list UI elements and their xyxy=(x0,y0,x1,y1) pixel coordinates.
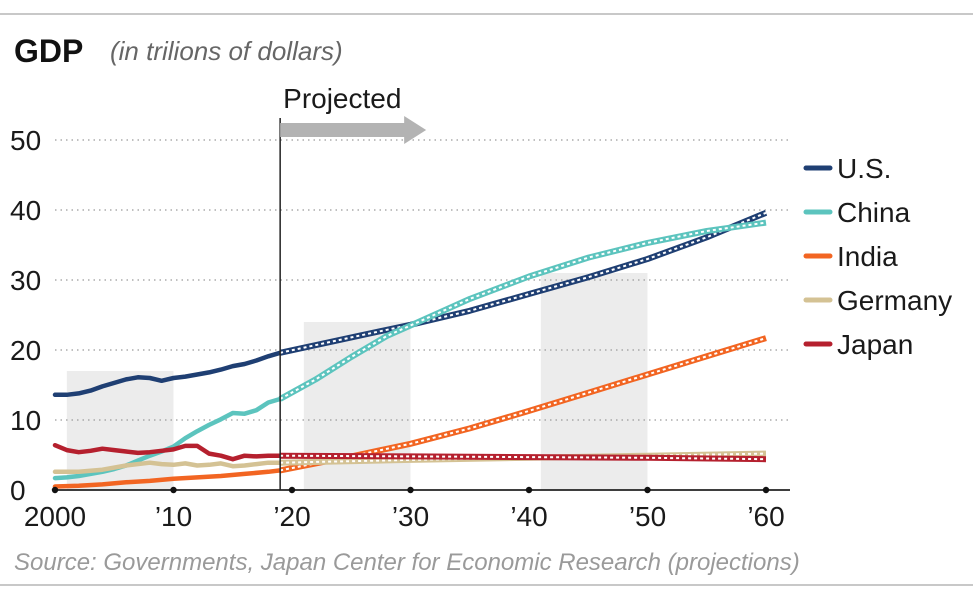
series-line-india xyxy=(52,468,283,489)
legend-label-us: U.S. xyxy=(837,153,891,184)
legend-label-china: China xyxy=(837,197,911,228)
series-projected-dots-india xyxy=(279,337,767,472)
y-tick-label-50: 50 xyxy=(10,125,41,156)
x-tick-mark-2060 xyxy=(762,486,770,494)
x-tick-mark-2010 xyxy=(170,486,177,494)
y-tick-label-40: 40 xyxy=(10,195,41,226)
x-tick-mark-2050 xyxy=(644,486,651,494)
y-tick-label-20: 20 xyxy=(10,335,41,366)
chart-subtitle: (in trilions of dollars) xyxy=(110,36,343,66)
x-tick-label-2000: 2000 xyxy=(24,501,86,532)
series-lines xyxy=(52,210,768,489)
x-tick-label-2020: ’20 xyxy=(273,501,310,532)
series-projected-dots-china xyxy=(279,221,767,400)
series-line-japan xyxy=(52,442,283,462)
series-projected-dots-us xyxy=(279,211,767,354)
x-tick-label-2010: ’10 xyxy=(155,501,192,532)
y-tick-label-0: 0 xyxy=(10,475,26,506)
x-tick-label-2060: ’60 xyxy=(747,501,784,532)
series-line-us xyxy=(52,350,283,398)
series-projected-dots-japan xyxy=(280,454,767,461)
y-tick-label-10: 10 xyxy=(10,405,41,436)
x-tick-label-2050: ’50 xyxy=(629,501,666,532)
projected-label: Projected xyxy=(283,83,401,114)
x-tick-mark-2000 xyxy=(51,486,59,494)
legend-label-japan: Japan xyxy=(837,329,913,360)
legend: U.S. China India Germany Japan xyxy=(803,153,952,360)
y-tick-label-30: 30 xyxy=(10,265,41,296)
legend-label-germany: Germany xyxy=(837,285,952,316)
x-tick-label-2040: ’40 xyxy=(510,501,547,532)
source-note: Source: Governments, Japan Center for Ec… xyxy=(14,549,800,576)
projected-arrow-icon xyxy=(280,116,427,144)
gridlines: 0 10 20 30 40 50 xyxy=(10,125,790,506)
chart-title: GDP xyxy=(14,33,83,69)
x-tick-label-2030: ’30 xyxy=(392,501,429,532)
x-tick-mark-2030 xyxy=(407,486,414,494)
series-line-germany xyxy=(52,460,283,475)
legend-label-india: India xyxy=(837,241,898,272)
x-tick-mark-2040 xyxy=(525,486,533,494)
axes: 2000 ’10 ’20 ’30 ’40 ’50 ’60 xyxy=(24,486,790,532)
x-tick-mark-2020 xyxy=(288,486,296,494)
